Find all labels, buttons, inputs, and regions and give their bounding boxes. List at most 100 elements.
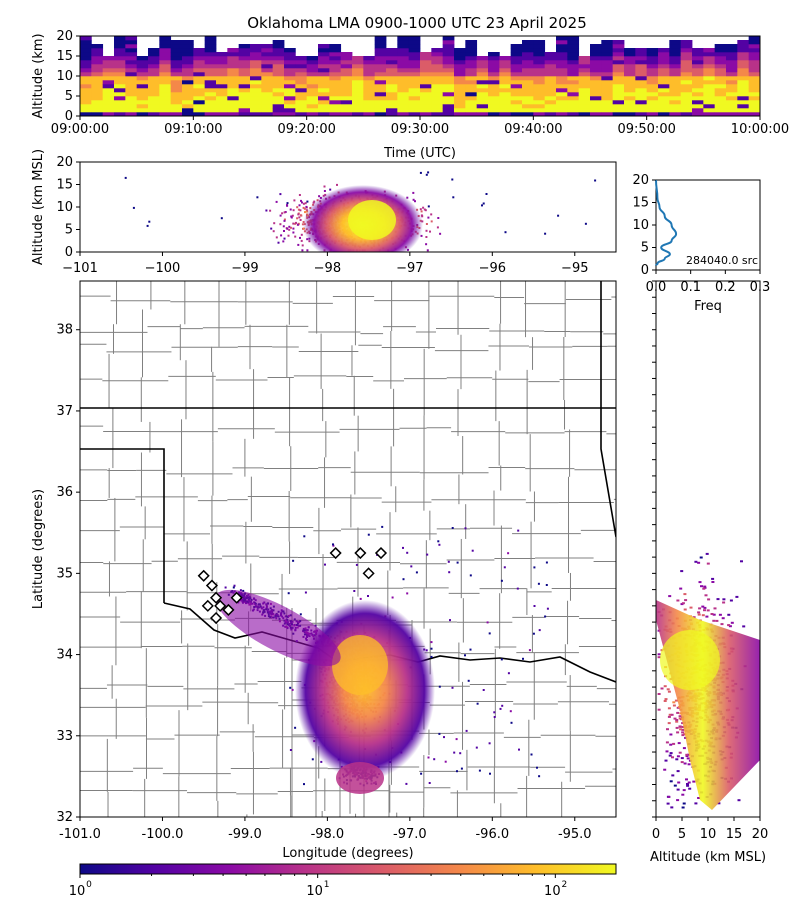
map-point bbox=[476, 702, 479, 705]
time-height-cell bbox=[488, 80, 500, 85]
time-height-cell bbox=[182, 108, 194, 113]
time-height-cell bbox=[522, 108, 534, 113]
time-height-cell bbox=[363, 68, 376, 73]
map-point bbox=[486, 621, 489, 624]
time-height-cell bbox=[363, 84, 376, 89]
lon-alt-point bbox=[485, 193, 488, 195]
time-height-cell bbox=[646, 60, 659, 65]
lon-alt-x-ticks: −101 −100 −99 −98 −97 −96 −95 bbox=[62, 252, 588, 276]
time-height-cell bbox=[408, 84, 421, 89]
time-height-cell bbox=[397, 92, 410, 97]
time-height-cell bbox=[408, 44, 421, 49]
time-height-cell bbox=[216, 72, 228, 77]
time-height-cell bbox=[216, 80, 228, 85]
time-height-cell bbox=[669, 48, 682, 53]
time-height-cell bbox=[420, 92, 432, 97]
time-height-cell bbox=[737, 92, 750, 97]
time-height-cell bbox=[306, 104, 319, 109]
time-height-cell bbox=[431, 64, 444, 69]
time-height-cell bbox=[386, 60, 398, 65]
time-height-cell bbox=[442, 72, 455, 77]
alt-lat-point bbox=[712, 619, 716, 622]
time-height-cell bbox=[567, 44, 580, 49]
lon-alt-point bbox=[430, 213, 433, 216]
map-point bbox=[507, 672, 510, 675]
time-height-cell bbox=[374, 64, 387, 69]
time-height-cell bbox=[658, 56, 670, 61]
time-height-cell bbox=[80, 100, 92, 105]
time-height-cell bbox=[386, 56, 398, 61]
map-point bbox=[478, 769, 481, 772]
time-height-cell bbox=[714, 64, 727, 69]
time-height-cell bbox=[363, 112, 376, 117]
time-height-cell bbox=[329, 64, 342, 69]
time-height-cell bbox=[624, 92, 636, 97]
time-height-cell bbox=[182, 88, 194, 93]
alt-lat-point bbox=[722, 598, 726, 601]
time-height-cell bbox=[442, 92, 455, 97]
time-height-cell bbox=[363, 108, 376, 113]
time-height-cell bbox=[748, 56, 761, 61]
lon-alt-point bbox=[283, 218, 286, 221]
time-height-cell bbox=[635, 80, 648, 85]
time-height-cell bbox=[726, 48, 738, 53]
time-height-cell bbox=[726, 64, 738, 69]
time-height-xlabel: Time (UTC) bbox=[383, 146, 456, 161]
time-height-cell bbox=[646, 68, 659, 73]
time-height-cell bbox=[680, 100, 693, 105]
time-height-cell bbox=[476, 92, 489, 97]
map-point bbox=[299, 613, 302, 616]
time-height-cell bbox=[80, 60, 92, 65]
alt-lat-point bbox=[703, 585, 707, 588]
time-height-cell bbox=[272, 96, 285, 101]
time-height-cell bbox=[454, 108, 466, 113]
time-height-cell bbox=[567, 108, 580, 113]
time-height-cell bbox=[250, 112, 262, 117]
alt-lat-point bbox=[666, 728, 669, 731]
map-point bbox=[410, 565, 413, 568]
time-height-cell bbox=[601, 64, 614, 69]
time-height-cell bbox=[182, 56, 194, 61]
map-point bbox=[406, 551, 409, 554]
time-height-cell bbox=[148, 112, 160, 117]
lon-alt-point bbox=[482, 202, 485, 205]
time-height-cell bbox=[612, 108, 625, 113]
time-height-cell bbox=[148, 100, 160, 105]
time-height-cell bbox=[635, 96, 648, 101]
time-height-cell bbox=[125, 96, 138, 101]
alt-lat-point bbox=[663, 768, 667, 771]
time-height-cell bbox=[91, 92, 104, 97]
lon-alt-point bbox=[437, 217, 440, 219]
time-height-cell bbox=[646, 56, 659, 61]
time-height-cell bbox=[590, 92, 602, 97]
alt-lat-point bbox=[687, 763, 691, 766]
time-height-cell bbox=[261, 100, 274, 105]
time-height-cell bbox=[261, 96, 274, 101]
time-height-cell bbox=[714, 84, 727, 89]
time-height-cell bbox=[91, 52, 104, 57]
time-height-cell bbox=[318, 84, 330, 89]
time-height-cell bbox=[726, 72, 738, 77]
time-height-cell bbox=[556, 104, 568, 109]
time-height-cell bbox=[250, 96, 262, 101]
time-height-cell bbox=[635, 56, 648, 61]
alt-lat-point bbox=[672, 742, 676, 745]
alt-lat-point bbox=[698, 607, 702, 610]
lon-alt-point bbox=[124, 176, 127, 179]
time-height-cell bbox=[624, 100, 636, 105]
histogram-x-ticks: 0.0 0.1 0.2 0.3 bbox=[646, 270, 770, 295]
time-height-cell bbox=[646, 92, 659, 97]
time-height-cell bbox=[601, 80, 614, 85]
alt-lat-point bbox=[668, 713, 672, 716]
time-height-cell bbox=[148, 104, 160, 109]
lon-alt-point bbox=[306, 249, 309, 252]
time-height-cell bbox=[114, 108, 126, 113]
time-height-cell bbox=[692, 104, 704, 109]
time-height-cell bbox=[136, 108, 149, 113]
time-height-cell bbox=[216, 60, 228, 65]
time-height-cell bbox=[510, 92, 523, 97]
time-height-cell bbox=[352, 56, 364, 61]
time-height-cell bbox=[567, 84, 580, 89]
